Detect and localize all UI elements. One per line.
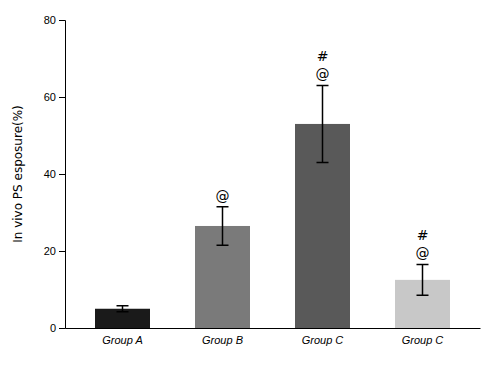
y-tick-label: 60 [44, 91, 56, 103]
y-tick-mark [59, 251, 65, 252]
y-tick-label: 20 [44, 245, 56, 257]
x-axis: Group A Group B Group C Group C [66, 329, 481, 346]
y-axis-title: In vivo PS esposure(%) [11, 105, 25, 243]
error-bar-line [417, 264, 429, 295]
annotation: @ [316, 66, 330, 82]
x-tick: Group B [202, 334, 243, 346]
annotations: @ @ # @ # [216, 48, 430, 261]
x-tick-label: Group A [102, 334, 143, 346]
annotation: @ [416, 245, 430, 261]
marks [95, 85, 450, 328]
y-tick: 20 [44, 245, 65, 257]
y-tick: 60 [44, 91, 65, 103]
y-tick: 80 [44, 14, 65, 26]
error-bar-line [317, 85, 329, 162]
x-tick-label: Group C [302, 334, 344, 346]
error-bar [417, 264, 429, 295]
annotation: @ [216, 188, 230, 204]
y-tick-mark [59, 97, 65, 98]
x-tick-label: Group B [202, 334, 243, 346]
x-tick-label: Group C [402, 334, 444, 346]
x-tick: Group A [102, 334, 143, 346]
x-tick: Group C [402, 334, 444, 346]
y-tick-label: 80 [44, 14, 56, 26]
y-tick-mark [59, 20, 65, 21]
y-tick-mark [59, 328, 65, 329]
chart: 0 20 40 60 80 Group A Group B Group C Group C @ @ #… [0, 0, 500, 373]
error-bar [317, 85, 329, 162]
y-tick: 40 [44, 168, 65, 180]
y-tick: 0 [50, 322, 65, 334]
annotation: # [417, 227, 429, 243]
y-tick-mark [59, 174, 65, 175]
x-axis-line [66, 328, 481, 329]
plot: 0 20 40 60 80 Group A Group B Group C Group C @ @ #… [44, 14, 481, 346]
annotation: # [317, 48, 329, 64]
y-axis-line [59, 21, 66, 329]
y-tick-label: 40 [44, 168, 56, 180]
error-bar-line [117, 306, 129, 312]
x-tick: Group C [302, 334, 344, 346]
error-bar-line [217, 207, 229, 246]
y-tick-label: 0 [50, 322, 56, 334]
y-axis: 0 20 40 60 80 [44, 14, 66, 334]
error-bar [217, 207, 229, 246]
error-bar [117, 306, 129, 312]
